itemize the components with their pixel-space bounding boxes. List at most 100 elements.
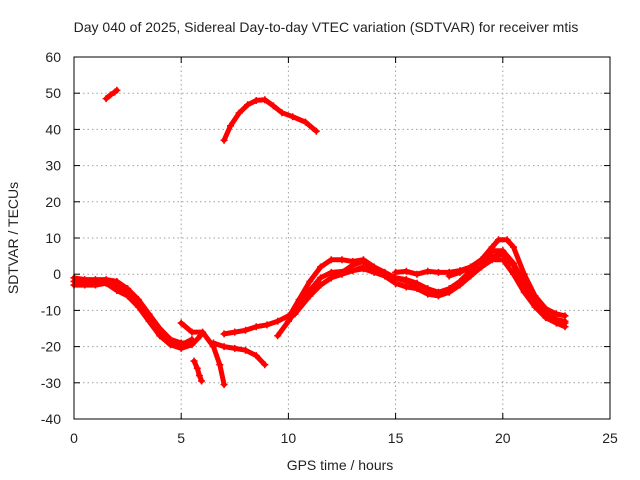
- data-point: [91, 281, 99, 289]
- data-point: [102, 95, 110, 103]
- data-point: [106, 91, 114, 99]
- y-tick-label: -30: [41, 375, 61, 391]
- data-point: [317, 274, 325, 282]
- data-point: [552, 317, 560, 325]
- data-point: [145, 317, 153, 325]
- data-point: [199, 328, 207, 336]
- data-point: [495, 236, 503, 244]
- data-point: [510, 243, 518, 251]
- data-point: [220, 381, 228, 389]
- x-tick-label: 25: [602, 430, 618, 446]
- data-point: [263, 321, 271, 329]
- data-point: [289, 113, 297, 121]
- data-point: [503, 236, 511, 244]
- data-point: [531, 301, 539, 309]
- series-layer: [70, 86, 569, 389]
- tick-layer: -40 -30 -20 -10 0 10 20 30 40 50 60 0 5 10 15 20 25: [41, 49, 618, 446]
- data-point: [338, 268, 346, 276]
- data-point: [284, 314, 292, 322]
- data-point: [510, 261, 518, 269]
- y-tick-label: 40: [45, 121, 61, 137]
- data-point: [269, 102, 277, 110]
- data-point: [220, 136, 228, 144]
- data-point: [227, 122, 235, 130]
- data-point: [291, 310, 299, 318]
- data-point: [499, 250, 507, 258]
- data-point: [198, 377, 206, 385]
- data-point: [252, 323, 260, 331]
- data-point: [552, 310, 560, 318]
- data-point: [561, 312, 569, 320]
- data-point: [177, 344, 185, 352]
- data-point: [434, 268, 442, 276]
- data-point: [261, 361, 269, 369]
- data-point: [317, 263, 325, 271]
- data-point: [252, 96, 260, 104]
- x-axis-label: GPS time / hours: [287, 457, 394, 473]
- data-point: [188, 341, 196, 349]
- data-point: [156, 332, 164, 340]
- data-point: [392, 268, 400, 276]
- data-point: [531, 292, 539, 300]
- x-tick-label: 10: [281, 430, 297, 446]
- data-point: [359, 258, 367, 266]
- y-tick-label: 20: [45, 194, 61, 210]
- data-point: [242, 346, 250, 354]
- data-point: [302, 118, 310, 126]
- data-point: [456, 277, 464, 285]
- data-point: [561, 319, 569, 327]
- data-point: [102, 279, 110, 287]
- data-point: [190, 357, 198, 365]
- data-point: [306, 277, 314, 285]
- data-point: [349, 261, 357, 269]
- data-point: [402, 283, 410, 291]
- data-point: [445, 272, 453, 280]
- x-tick-label: 20: [495, 430, 511, 446]
- data-point: [424, 285, 432, 293]
- data-point: [278, 109, 286, 117]
- data-point: [413, 279, 421, 287]
- data-point: [327, 274, 335, 282]
- y-tick-label: 30: [45, 158, 61, 174]
- data-point: [244, 101, 252, 109]
- data-point: [216, 361, 224, 369]
- data-point: [81, 281, 89, 289]
- data-point: [166, 341, 174, 349]
- data-point: [306, 292, 314, 300]
- data-point: [312, 127, 320, 135]
- data-point: [456, 268, 464, 276]
- y-tick-label: -20: [41, 339, 61, 355]
- data-point: [338, 256, 346, 264]
- data-series-arc-6: [191, 358, 205, 384]
- data-point: [113, 86, 121, 94]
- data-point: [193, 364, 201, 372]
- data-point: [402, 267, 410, 275]
- data-point: [434, 288, 442, 296]
- x-tick-label: 15: [388, 430, 404, 446]
- data-point: [381, 270, 389, 278]
- data-point: [542, 305, 550, 313]
- data-point: [252, 352, 260, 360]
- data-point: [220, 330, 228, 338]
- data-point: [520, 283, 528, 291]
- chart-title: Day 040 of 2025, Sidereal Day-to-day VTE…: [74, 19, 579, 35]
- data-point: [327, 256, 335, 264]
- data-point: [488, 252, 496, 260]
- data-series-arc-1: [103, 87, 120, 102]
- data-point: [467, 263, 475, 271]
- data-point: [274, 332, 282, 340]
- data-point: [209, 339, 217, 347]
- data-point: [317, 281, 325, 289]
- y-axis-label: SDTVAR / TECUs: [5, 182, 21, 294]
- data-point: [274, 317, 282, 325]
- data-point: [488, 243, 496, 251]
- data-point: [134, 303, 142, 311]
- data-point: [370, 263, 378, 271]
- data-point: [445, 285, 453, 293]
- data-point: [220, 343, 228, 351]
- data-point: [520, 270, 528, 278]
- data-point: [542, 312, 550, 320]
- data-point: [424, 267, 432, 275]
